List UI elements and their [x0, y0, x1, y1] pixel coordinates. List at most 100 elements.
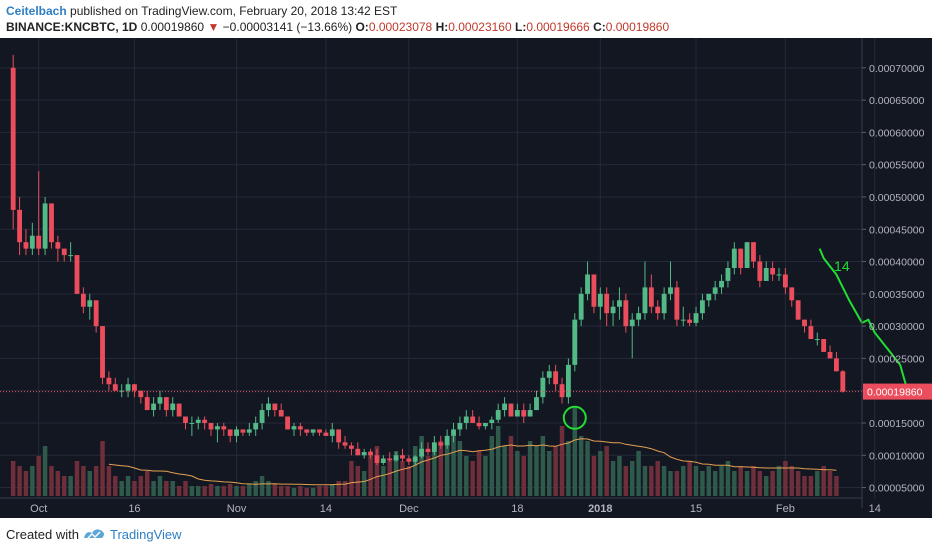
time-axis[interactable]: Oct 16 Nov 14 Dec 18 2018 15 Feb 14 [30, 503, 881, 515]
publish-line: Ceitelbach published on TradingView.com,… [6, 4, 397, 18]
volume-bar-60 [393, 451, 399, 496]
candle-body-61 [400, 455, 405, 459]
volume-bar-28 [189, 486, 195, 496]
volume-bar-75 [489, 436, 495, 496]
time-tick-label-3: 14 [320, 503, 332, 515]
candle-body-100 [648, 287, 654, 307]
candle-body-42 [278, 410, 284, 417]
candle-body-130 [840, 371, 846, 392]
volume-bar-50 [330, 484, 335, 496]
volume-bar-41 [272, 484, 278, 496]
candle-body-9 [68, 255, 74, 257]
published-text: published on TradingView.com, February 2… [70, 4, 398, 18]
volume-bar-84 [547, 451, 552, 496]
volume-bar-52 [342, 481, 348, 496]
volume-bar-43 [285, 486, 290, 496]
volume-bar-46 [304, 488, 309, 496]
candle-body-4 [36, 235, 42, 249]
volume-bar-34 [227, 484, 233, 496]
symbol-line: BINANCE:KNCBTC, 1D 0.00019860 ▼ −0.00003… [6, 20, 669, 34]
candle-body-106 [687, 319, 693, 323]
candle-body-38 [253, 422, 259, 430]
candle-body-89 [578, 293, 584, 320]
volume-bar-68 [444, 446, 450, 496]
candle-body-82 [534, 397, 539, 411]
candle-body-77 [502, 403, 508, 411]
candle-body-119 [770, 268, 776, 275]
symbol-label: BINANCE:KNCBTC, 1D [6, 20, 138, 34]
candle-body-71 [463, 416, 469, 423]
volume-bar-103 [668, 471, 673, 496]
time-tick-label-9: 14 [869, 503, 881, 515]
volume-bar-7 [55, 471, 61, 496]
candle-body-23 [157, 397, 163, 404]
candle-body-121 [782, 274, 788, 288]
volume-bar-106 [687, 461, 692, 496]
candle-body-49 [323, 432, 329, 436]
candle-body-41 [272, 403, 278, 411]
candle-body-118 [763, 268, 769, 281]
candle-body-45 [297, 426, 303, 430]
volume-bar-1 [17, 466, 22, 496]
price-tick-label-4: 0.00025000 [869, 353, 925, 365]
high-value: 0.00023160 [448, 20, 512, 34]
annotation-label: 14 [834, 258, 850, 274]
candle-body-90 [585, 274, 590, 294]
time-tick-label-2: Nov [227, 503, 247, 515]
volume-bar-23 [157, 476, 163, 496]
volume-bar-69 [451, 436, 456, 496]
candle-body-47 [310, 429, 316, 433]
candle-body-104 [674, 287, 680, 320]
volume-bar-97 [629, 461, 635, 496]
volume-bar-113 [732, 471, 737, 496]
price-tick-label-13: 0.00070000 [869, 63, 925, 75]
volume-bar-3 [30, 466, 35, 496]
candle-body-120 [776, 274, 782, 276]
volume-bar-92 [598, 451, 603, 496]
volume-bar-70 [457, 441, 463, 496]
candle-body-65 [425, 448, 431, 453]
tradingview-brand-link[interactable]: TradingView [110, 527, 182, 542]
price-tick-label-7: 0.00040000 [869, 257, 925, 269]
candle-body-78 [508, 403, 514, 417]
volume-bar-124 [802, 476, 807, 496]
volume-bar-0 [10, 461, 16, 496]
volume-bar-102 [661, 466, 667, 496]
current-price-badge [863, 383, 932, 400]
candle-body-68 [444, 435, 450, 446]
price-tick-label-2: 0.00015000 [869, 418, 925, 430]
price-axis[interactable]: 0.000050000.000100000.000150000.00020000… [862, 63, 932, 495]
author-link[interactable]: Ceitelbach [6, 4, 67, 18]
price-tick-label-0: 0.00005000 [869, 483, 925, 495]
volume-bar-48 [317, 486, 322, 496]
volume-bar-64 [419, 436, 424, 496]
volume-bar-25 [170, 481, 175, 496]
volume-bar-107 [693, 466, 699, 496]
candle-body-73 [476, 422, 482, 427]
candle-body-81 [527, 410, 533, 417]
volume-bar-105 [681, 466, 686, 496]
candle-body-46 [304, 429, 310, 433]
candle-body-110 [712, 287, 718, 294]
price-chart[interactable]: 14 0.000050000.000100000.000150000.00020… [0, 38, 932, 518]
tradingview-logo-icon[interactable] [82, 526, 106, 542]
candle-body-74 [483, 422, 488, 427]
candle-body-48 [317, 429, 322, 433]
candle-body-1 [17, 209, 22, 243]
volume-bar-67 [438, 441, 443, 496]
candle-body-112 [725, 268, 731, 281]
candle-body-108 [699, 300, 705, 314]
volume-bar-26 [176, 486, 182, 496]
candle-body-92 [597, 293, 603, 307]
volume-bar-19 [132, 481, 137, 496]
candle-body-11 [80, 293, 86, 307]
volume-bar-73 [476, 451, 482, 496]
volume-bar-82 [534, 446, 539, 496]
close-label: C: [593, 20, 606, 34]
close-value: 0.00019860 [605, 20, 670, 34]
candle-body-115 [744, 242, 750, 268]
volume-bar-9 [68, 476, 73, 496]
volume-bar-8 [62, 476, 67, 496]
candle-body-31 [208, 422, 214, 430]
volume-bar-111 [719, 466, 724, 496]
